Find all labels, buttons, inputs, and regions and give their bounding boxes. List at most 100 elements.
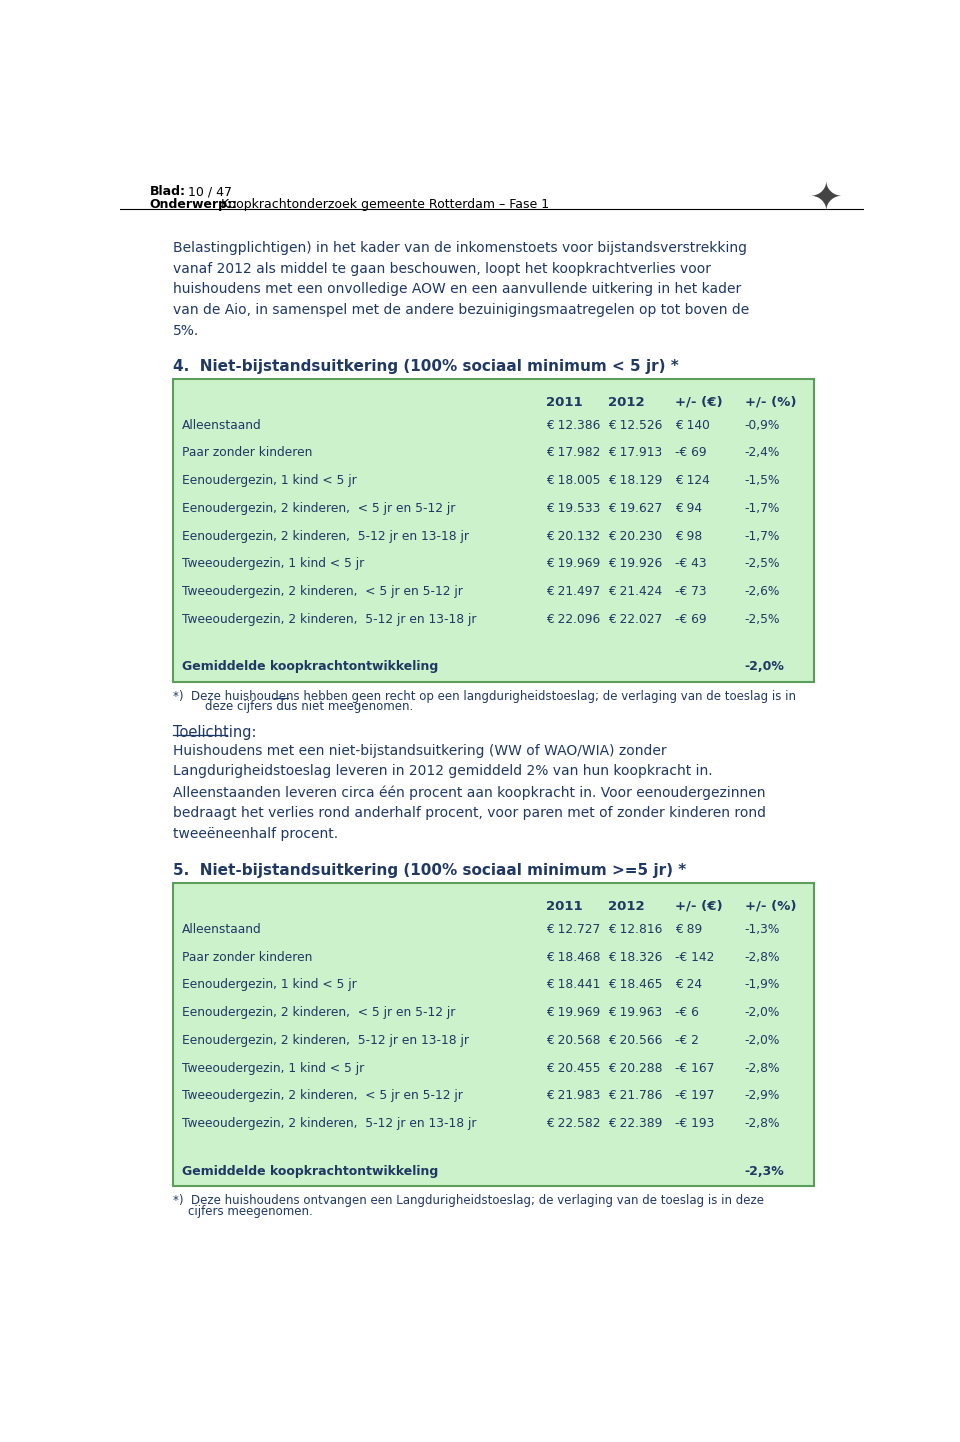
Text: Paar zonder kinderen: Paar zonder kinderen — [182, 447, 312, 460]
Text: -2,6%: -2,6% — [745, 585, 780, 598]
Text: € 21.424: € 21.424 — [609, 585, 662, 598]
Text: 2011: 2011 — [546, 900, 583, 913]
FancyBboxPatch shape — [173, 883, 814, 1187]
Text: € 21.786: € 21.786 — [609, 1089, 662, 1102]
Text: € 20.132: € 20.132 — [546, 529, 601, 542]
Text: Blad:: Blad: — [150, 186, 185, 199]
Text: -€ 167: -€ 167 — [675, 1061, 714, 1074]
Text: huishoudens met een onvolledige AOW en een aanvullende uitkering in het kader: huishoudens met een onvolledige AOW en e… — [173, 283, 741, 297]
Text: -€ 6: -€ 6 — [675, 1007, 699, 1019]
Text: +/- (€): +/- (€) — [675, 900, 723, 913]
Text: -€ 43: -€ 43 — [675, 557, 707, 570]
Text: -1,7%: -1,7% — [745, 502, 780, 515]
Text: € 19.533: € 19.533 — [546, 502, 601, 515]
Text: -2,0%: -2,0% — [745, 1007, 780, 1019]
Text: Langdurigheidstoeslag leveren in 2012 gemiddeld 2% van hun koopkracht in.: Langdurigheidstoeslag leveren in 2012 ge… — [173, 764, 712, 779]
Text: -€ 197: -€ 197 — [675, 1089, 714, 1102]
Text: 5%.: 5%. — [173, 324, 199, 337]
Text: Gemiddelde koopkrachtontwikkeling: Gemiddelde koopkrachtontwikkeling — [182, 1165, 439, 1178]
Text: -1,5%: -1,5% — [745, 474, 780, 487]
Text: Eenoudergezin, 2 kinderen,  < 5 jr en 5-12 jr: Eenoudergezin, 2 kinderen, < 5 jr en 5-1… — [182, 1007, 455, 1019]
Text: -1,9%: -1,9% — [745, 979, 780, 992]
Text: van de Aio, in samenspel met de andere bezuinigingsmaatregelen op tot boven de: van de Aio, in samenspel met de andere b… — [173, 303, 749, 317]
Text: € 20.230: € 20.230 — [609, 529, 662, 542]
Text: Eenoudergezin, 1 kind < 5 jr: Eenoudergezin, 1 kind < 5 jr — [182, 474, 357, 487]
Text: -€ 73: -€ 73 — [675, 585, 707, 598]
Text: Eenoudergezin, 2 kinderen,  5-12 jr en 13-18 jr: Eenoudergezin, 2 kinderen, 5-12 jr en 13… — [182, 1034, 469, 1047]
Text: Tweeoudergezin, 1 kind < 5 jr: Tweeoudergezin, 1 kind < 5 jr — [182, 1061, 364, 1074]
Text: Toelichting:: Toelichting: — [173, 725, 256, 740]
Text: € 17.982: € 17.982 — [546, 447, 601, 460]
Text: € 22.096: € 22.096 — [546, 613, 601, 626]
Text: 10 / 47: 10 / 47 — [188, 186, 232, 199]
Text: *)  Deze huishoudens hebben geen recht op een langdurigheidstoeslag; de verlagin: *) Deze huishoudens hebben geen recht op… — [173, 689, 796, 702]
Text: cijfers meegenomen.: cijfers meegenomen. — [173, 1206, 312, 1218]
Text: € 19.969: € 19.969 — [546, 557, 601, 570]
Text: € 20.455: € 20.455 — [546, 1061, 601, 1074]
Text: -€ 69: -€ 69 — [675, 447, 707, 460]
Text: € 19.969: € 19.969 — [546, 1007, 601, 1019]
Text: -2,0%: -2,0% — [745, 660, 784, 673]
Text: -2,8%: -2,8% — [745, 1061, 780, 1074]
Text: € 18.468: € 18.468 — [546, 950, 601, 963]
Text: € 89: € 89 — [675, 923, 702, 936]
Text: 5.  Niet-bijstandsuitkering (100% sociaal minimum >=5 jr) *: 5. Niet-bijstandsuitkering (100% sociaal… — [173, 862, 686, 878]
Text: *)  Deze huishoudens ontvangen een Langdurigheidstoeslag; de verlaging van de to: *) Deze huishoudens ontvangen een Langdu… — [173, 1194, 764, 1207]
Text: € 21.983: € 21.983 — [546, 1089, 601, 1102]
Text: ✦: ✦ — [809, 180, 842, 219]
Text: Tweeoudergezin, 2 kinderen,  5-12 jr en 13-18 jr: Tweeoudergezin, 2 kinderen, 5-12 jr en 1… — [182, 613, 476, 626]
Text: +/- (%): +/- (%) — [745, 900, 796, 913]
Text: € 18.129: € 18.129 — [609, 474, 662, 487]
Text: Alleenstaand: Alleenstaand — [182, 923, 262, 936]
Text: 2012: 2012 — [609, 395, 645, 408]
Text: -2,5%: -2,5% — [745, 613, 780, 626]
Text: Eenoudergezin, 2 kinderen,  < 5 jr en 5-12 jr: Eenoudergezin, 2 kinderen, < 5 jr en 5-1… — [182, 502, 455, 515]
Text: € 18.326: € 18.326 — [609, 950, 662, 963]
Text: € 140: € 140 — [675, 418, 709, 431]
Text: -€ 2: -€ 2 — [675, 1034, 699, 1047]
Text: Tweeoudergezin, 2 kinderen,  < 5 jr en 5-12 jr: Tweeoudergezin, 2 kinderen, < 5 jr en 5-… — [182, 585, 463, 598]
Text: € 18.441: € 18.441 — [546, 979, 601, 992]
Text: € 18.005: € 18.005 — [546, 474, 601, 487]
Text: € 12.727: € 12.727 — [546, 923, 601, 936]
Text: +/- (%): +/- (%) — [745, 395, 796, 408]
Text: -2,3%: -2,3% — [745, 1165, 784, 1178]
Text: -2,8%: -2,8% — [745, 950, 780, 963]
Text: -2,5%: -2,5% — [745, 557, 780, 570]
Text: € 19.963: € 19.963 — [609, 1007, 662, 1019]
Text: Alleenstaanden leveren circa één procent aan koopkracht in. Voor eenoudergezinne: Alleenstaanden leveren circa één procent… — [173, 786, 765, 800]
Text: € 22.582: € 22.582 — [546, 1118, 601, 1131]
Text: € 12.386: € 12.386 — [546, 418, 601, 431]
Text: Eenoudergezin, 2 kinderen,  5-12 jr en 13-18 jr: Eenoudergezin, 2 kinderen, 5-12 jr en 13… — [182, 529, 469, 542]
Text: € 18.465: € 18.465 — [609, 979, 662, 992]
Text: € 17.913: € 17.913 — [609, 447, 662, 460]
Text: bedraagt het verlies rond anderhalf procent, voor paren met of zonder kinderen r: bedraagt het verlies rond anderhalf proc… — [173, 806, 766, 820]
Text: Eenoudergezin, 1 kind < 5 jr: Eenoudergezin, 1 kind < 5 jr — [182, 979, 357, 992]
Text: Gemiddelde koopkrachtontwikkeling: Gemiddelde koopkrachtontwikkeling — [182, 660, 439, 673]
Text: -2,8%: -2,8% — [745, 1118, 780, 1131]
Text: Alleenstaand: Alleenstaand — [182, 418, 262, 431]
Text: -€ 193: -€ 193 — [675, 1118, 714, 1131]
Text: € 24: € 24 — [675, 979, 702, 992]
Text: tweeëneenhalf procent.: tweeëneenhalf procent. — [173, 826, 338, 841]
Text: 2011: 2011 — [546, 395, 583, 408]
Text: -2,4%: -2,4% — [745, 447, 780, 460]
Text: -2,9%: -2,9% — [745, 1089, 780, 1102]
Text: € 19.926: € 19.926 — [609, 557, 662, 570]
Text: Onderwerp::: Onderwerp:: — [150, 199, 237, 212]
FancyBboxPatch shape — [173, 379, 814, 682]
Text: Belastingplichtigen) in het kader van de inkomenstoets voor bijstandsverstrekkin: Belastingplichtigen) in het kader van de… — [173, 241, 747, 255]
Text: € 98: € 98 — [675, 529, 702, 542]
Text: Tweeoudergezin, 2 kinderen,  5-12 jr en 13-18 jr: Tweeoudergezin, 2 kinderen, 5-12 jr en 1… — [182, 1118, 476, 1131]
Text: -€ 142: -€ 142 — [675, 950, 714, 963]
Text: -€ 69: -€ 69 — [675, 613, 707, 626]
Text: € 124: € 124 — [675, 474, 709, 487]
Text: € 22.389: € 22.389 — [609, 1118, 662, 1131]
Text: deze cijfers dus niet meegenomen.: deze cijfers dus niet meegenomen. — [190, 701, 413, 714]
Text: -0,9%: -0,9% — [745, 418, 780, 431]
Text: € 12.816: € 12.816 — [609, 923, 662, 936]
Text: € 21.497: € 21.497 — [546, 585, 601, 598]
Text: Paar zonder kinderen: Paar zonder kinderen — [182, 950, 312, 963]
Text: € 94: € 94 — [675, 502, 702, 515]
Text: € 12.526: € 12.526 — [609, 418, 662, 431]
